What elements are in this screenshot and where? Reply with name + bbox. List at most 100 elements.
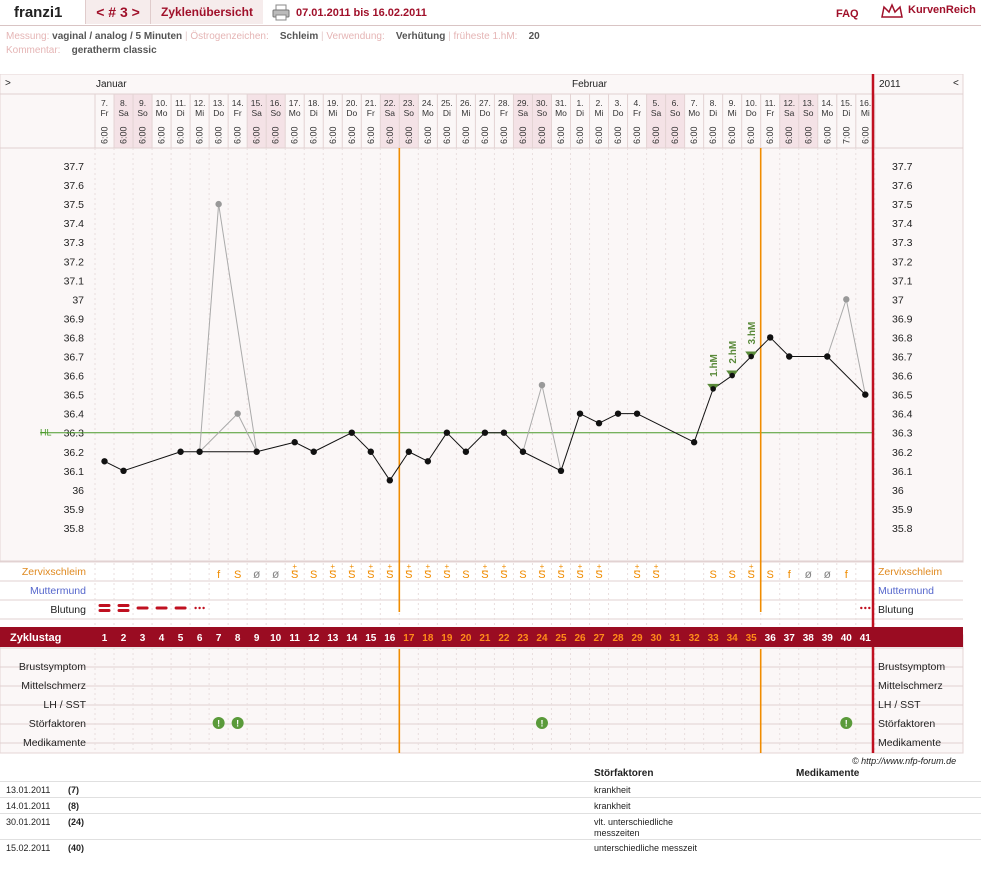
weekday: Do xyxy=(213,108,224,118)
temp-point xyxy=(710,386,716,392)
bleeding-mark xyxy=(136,606,149,610)
day-number: 19. xyxy=(327,98,339,108)
temp-point xyxy=(386,477,394,484)
printer-icon[interactable] xyxy=(272,3,290,21)
faq-link[interactable]: FAQ xyxy=(836,8,859,20)
measure-time: 6:00 xyxy=(404,126,414,144)
excluded-segment xyxy=(199,204,220,452)
zervix-symbol: S xyxy=(538,569,545,581)
temp-point xyxy=(348,429,355,436)
zervix-plus: + xyxy=(445,562,450,571)
cycle-day-number: 2 xyxy=(121,633,127,644)
curve-segment xyxy=(123,451,181,472)
note-row: 15.02.2011 (40) unterschiedliche messzeit xyxy=(0,839,981,866)
measure-time: 6:00 xyxy=(195,126,205,144)
temp-point xyxy=(824,353,831,360)
cycle-day-number: 11 xyxy=(289,633,300,644)
y-tick-label-right: 36.4 xyxy=(892,409,913,421)
row-label-stoer-right: Störfaktoren xyxy=(878,718,936,730)
measure-time: 6:00 xyxy=(632,126,642,144)
weekday: Di xyxy=(443,108,451,118)
disturbance-icon xyxy=(231,717,244,729)
zervix-symbol: S xyxy=(386,569,393,581)
nav-prev[interactable]: > xyxy=(5,78,11,89)
temp-point xyxy=(748,353,754,360)
y-tick-label: 36.3 xyxy=(64,428,85,440)
day-number: 10. xyxy=(745,98,757,108)
measure-time: 6:00 xyxy=(100,126,110,144)
y-tick-label: 35.9 xyxy=(64,504,85,516)
weekday: Sa xyxy=(118,108,129,118)
weekday: Mo xyxy=(422,108,434,118)
bleeding-mark xyxy=(860,606,863,610)
day-number: 14. xyxy=(821,98,833,108)
weekday: Fr xyxy=(100,108,108,118)
measure-time: 6:00 xyxy=(746,126,756,144)
cycle-day-number: 5 xyxy=(178,633,184,644)
measure-time: 6:00 xyxy=(347,126,357,144)
zervix-symbol: S xyxy=(291,569,298,581)
excluded-segment xyxy=(218,204,258,452)
y-tick-label-right: 36.1 xyxy=(892,466,913,478)
measure-time: 6:00 xyxy=(252,126,262,144)
weekday: So xyxy=(670,108,681,118)
cycle-day-number: 24 xyxy=(536,633,548,644)
bleeding-mark xyxy=(117,604,130,607)
cycle-day-number: 4 xyxy=(159,633,165,644)
y-tick-label: 37.7 xyxy=(64,161,85,173)
weekday: Di xyxy=(842,108,850,118)
day-number: 2. xyxy=(595,98,602,108)
y-tick-label-right: 36.8 xyxy=(892,332,913,344)
y-tick-label-right: 37.7 xyxy=(892,161,913,173)
temp-point xyxy=(633,410,641,417)
meta-line-1: Messung: vaginal / analog / 5 Minuten | … xyxy=(6,31,540,42)
weekday: Fr xyxy=(766,108,774,118)
temp-point xyxy=(405,448,413,455)
temp-point xyxy=(614,410,622,417)
weekend-cell xyxy=(380,94,400,148)
zervix-symbol: ø xyxy=(253,567,261,581)
day-number: 3. xyxy=(615,98,622,108)
cycle-overview-link[interactable]: Zyklenübersicht xyxy=(150,0,263,24)
day-number: 10. xyxy=(156,98,168,108)
zervix-symbol: S xyxy=(310,569,317,581)
zervix-symbol: ø xyxy=(272,567,280,581)
day-number: 7. xyxy=(691,98,698,108)
zervix-symbol: S xyxy=(367,569,374,581)
weekday: Mo xyxy=(688,108,700,118)
day-number: 1. xyxy=(576,98,583,108)
curve-segment xyxy=(579,413,600,424)
cycle-day-number: 39 xyxy=(822,633,834,644)
day-number: 27. xyxy=(479,98,491,108)
day-number: 30. xyxy=(536,98,548,108)
hl-label: HL xyxy=(40,428,52,438)
weekday: Mo xyxy=(821,108,833,118)
cycle-day-number: 8 xyxy=(235,633,241,644)
weekday: So xyxy=(537,108,548,118)
day-number: 22. xyxy=(384,98,396,108)
row-label-brust: Brustsymptom xyxy=(18,661,86,673)
cycle-nav[interactable]: < # 3 > xyxy=(85,0,150,24)
day-number: 20. xyxy=(346,98,358,108)
verwendung-value: Verhütung xyxy=(395,31,446,42)
weekday: Mo xyxy=(156,108,168,118)
y-tick-label-right: 36.5 xyxy=(892,390,913,402)
brand-name[interactable]: KurvenReich xyxy=(908,4,976,16)
weekday: Sa xyxy=(784,108,795,118)
weekday: Do xyxy=(479,108,490,118)
measure-time: 6:00 xyxy=(708,126,718,144)
y-tick-label: 36 xyxy=(72,485,84,497)
cycle-day-number: 35 xyxy=(746,633,758,644)
weekday: Mi xyxy=(861,108,870,118)
zervix-symbol: f xyxy=(217,569,221,581)
measure-time: 6:00 xyxy=(860,126,870,144)
day-number: 8. xyxy=(120,98,127,108)
curve-segment xyxy=(636,413,695,443)
day-number: 21. xyxy=(365,98,377,108)
day-number: 9. xyxy=(729,98,736,108)
zervix-plus: + xyxy=(578,562,583,571)
nav-next[interactable]: < xyxy=(953,78,959,89)
bleeding-mark xyxy=(202,606,205,610)
y-tick-label: 36.8 xyxy=(64,332,85,344)
curve-segment xyxy=(598,413,619,424)
